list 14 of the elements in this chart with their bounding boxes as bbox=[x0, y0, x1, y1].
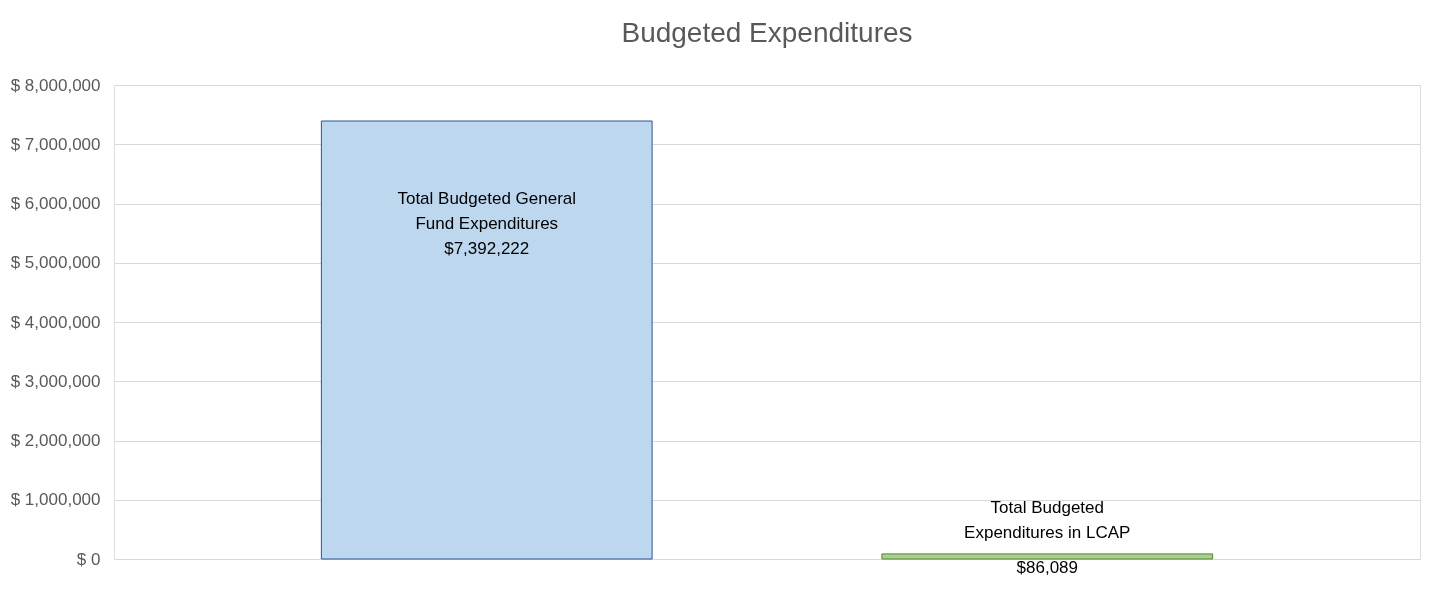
y-tick-label: $ 0 bbox=[76, 549, 101, 569]
chart-title: Budgeted Expenditures bbox=[621, 17, 913, 48]
y-tick-label: $ 3,000,000 bbox=[10, 371, 101, 391]
y-tick-label: $ 4,000,000 bbox=[10, 312, 101, 332]
y-tick-label: $ 6,000,000 bbox=[10, 194, 101, 213]
y-tick-label: $ 1,000,000 bbox=[10, 490, 101, 510]
x-tick-label: Total Budgeted General Fund Expenditures bbox=[397, 189, 577, 234]
y-tick-label: $ 5,000,000 bbox=[10, 253, 101, 273]
y-tick-label: $ 2,000,000 bbox=[10, 431, 101, 450]
y-tick-label: $ 7,000,000 bbox=[10, 134, 101, 154]
y-tick-label: $ 8,000,000 bbox=[10, 75, 101, 95]
data-label: $7,392,222 bbox=[444, 239, 530, 259]
data-label: $86,089 bbox=[1016, 557, 1078, 577]
x-tick-label: Total Budgeted Expenditures in LCAP bbox=[964, 497, 1131, 542]
